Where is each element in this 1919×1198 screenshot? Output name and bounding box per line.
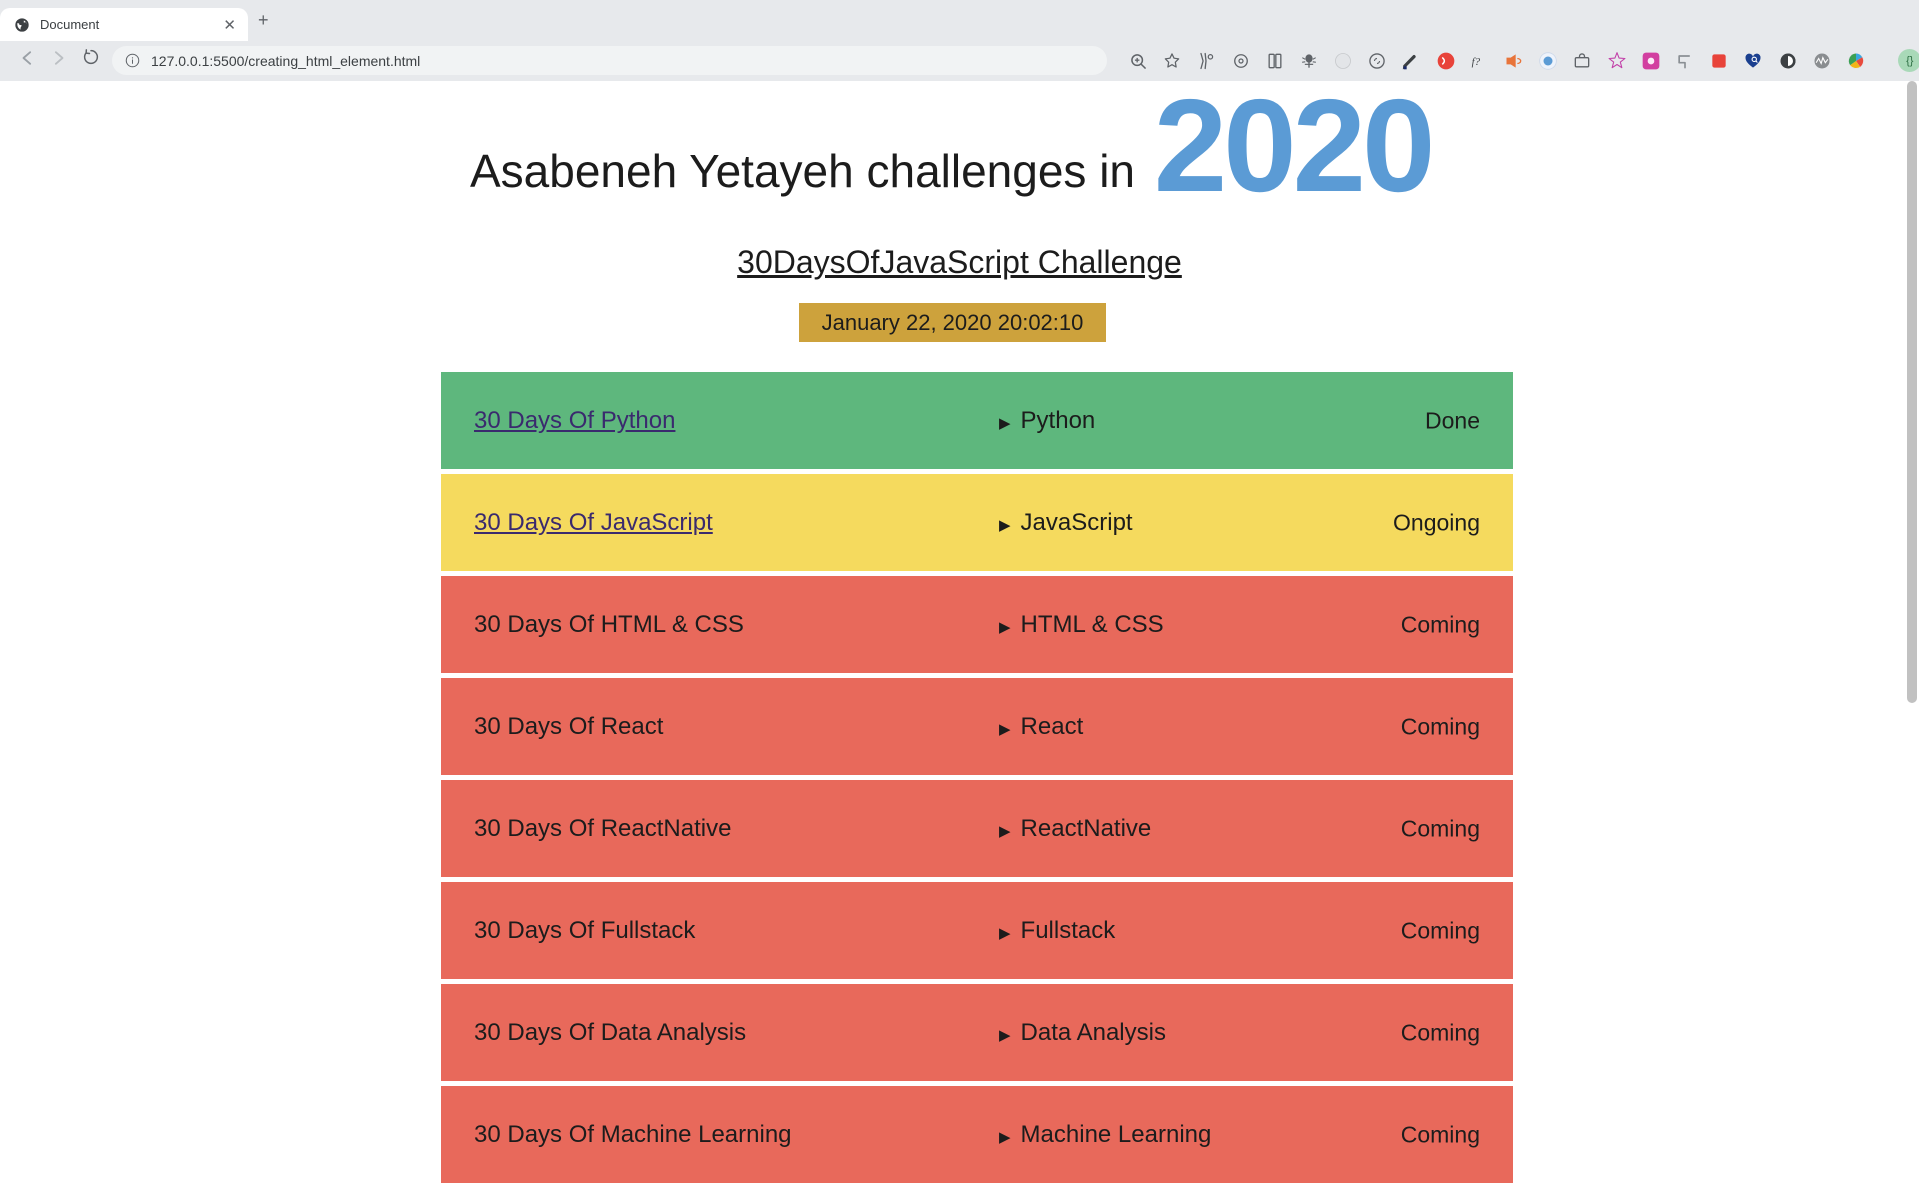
- svg-text:f?: f?: [1472, 56, 1481, 68]
